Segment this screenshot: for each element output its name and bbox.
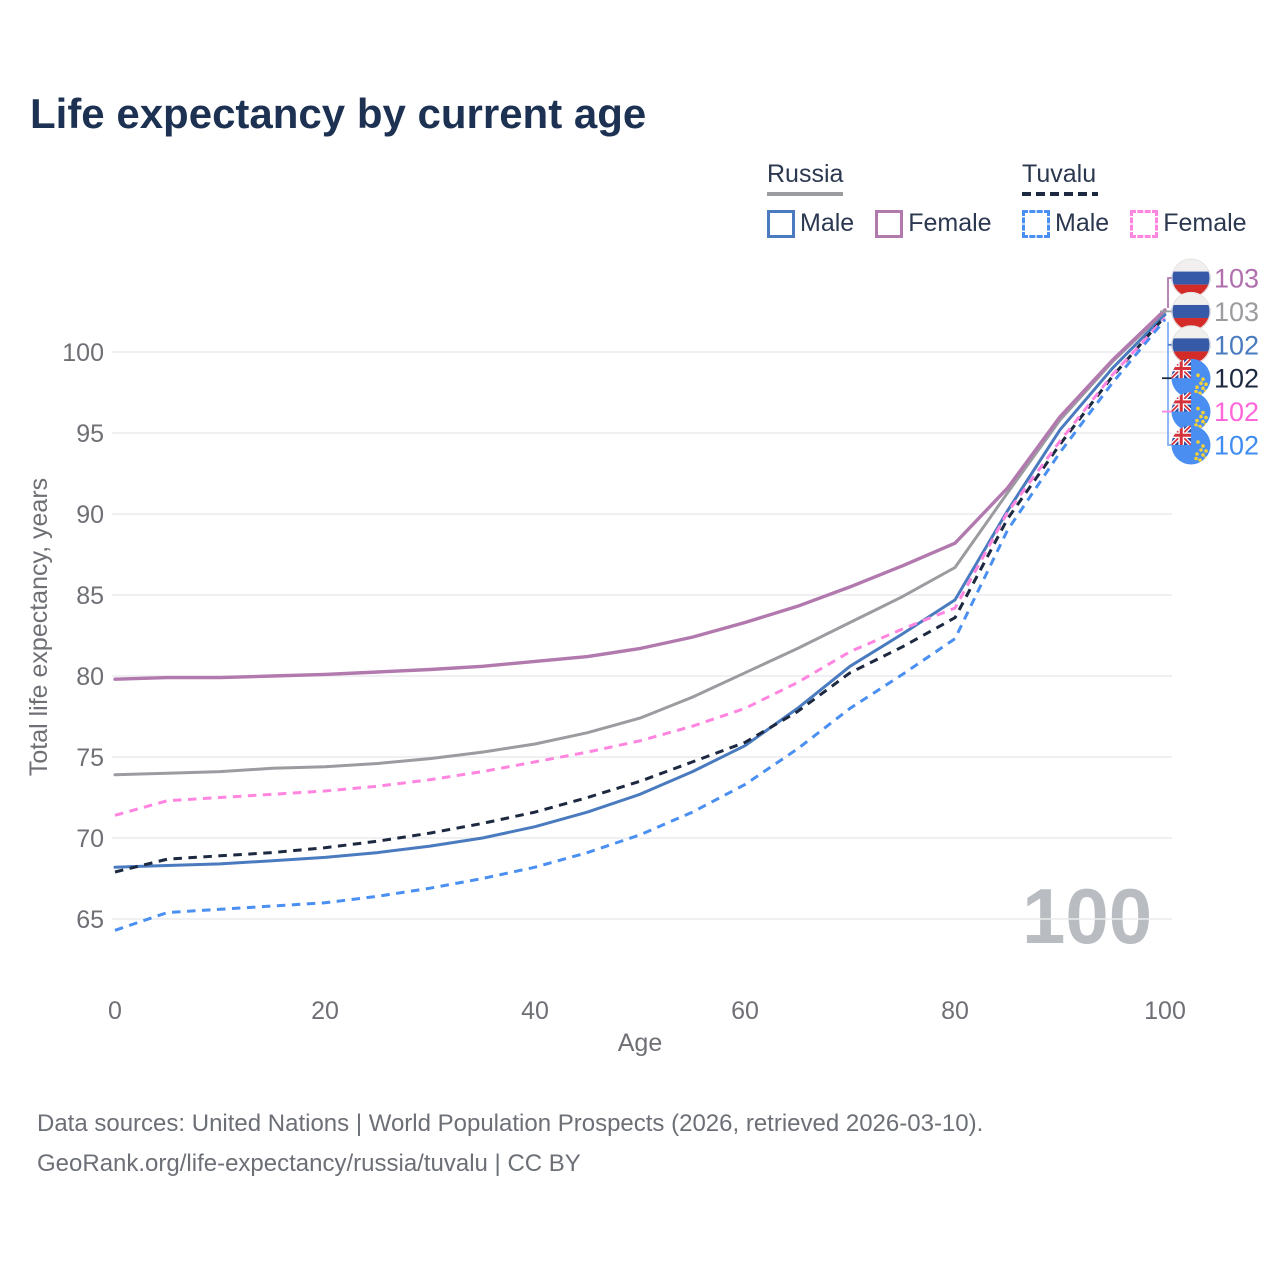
tuvalu-flag-star — [1204, 456, 1208, 460]
russia-flag-blue-band — [1171, 304, 1211, 319]
watermark-age: 100 — [1022, 872, 1152, 960]
tuvalu-flag-star — [1196, 406, 1200, 411]
legend-item-tuvalu-female[interactable]: Female — [1130, 209, 1247, 238]
legend-country-russia: Russia — [767, 160, 844, 188]
y-tick-label-90: 90 — [76, 501, 104, 529]
union-jack — [1171, 425, 1191, 445]
legend-group-tuvalu: Tuvalu Male Female — [1022, 160, 1247, 238]
legend-item-russia-female[interactable]: Female — [875, 209, 992, 238]
x-tick-label-20: 20 — [311, 997, 339, 1025]
y-axis-title: Total life expectancy, years — [25, 478, 53, 776]
flag-icon-tuvalu — [1171, 358, 1211, 398]
tuvalu-flag-star — [1204, 389, 1208, 394]
tuvalu-flag-star — [1201, 453, 1205, 457]
legend-swatch-tuvalu-female — [1130, 209, 1159, 238]
footer: Data sources: United Nations | World Pop… — [37, 1104, 983, 1184]
y-tick-label-70: 70 — [76, 825, 104, 853]
tuvalu-flag-star — [1196, 373, 1200, 378]
tuvalu-flag-star — [1199, 414, 1203, 419]
series-line-tuvalu-female[interactable] — [114, 316, 1167, 817]
tuvalu-flag-star — [1201, 377, 1205, 382]
legend-item-tuvalu-male[interactable]: Male — [1022, 209, 1109, 238]
flag-icon-russia — [1171, 258, 1211, 298]
series-line-russia-male[interactable] — [113, 313, 1167, 869]
y-tick-label-75: 75 — [76, 744, 104, 772]
legend-label-russia-male: Male — [800, 209, 855, 237]
x-tick-label-80: 80 — [941, 997, 969, 1025]
russia-flag-blue-band — [1171, 271, 1211, 285]
tuvalu-flag-star — [1201, 386, 1205, 391]
tuvalu-flag-star — [1204, 415, 1208, 420]
end-label-tuvalu-male: 102 — [1214, 431, 1259, 461]
series-line-russia-female[interactable] — [113, 308, 1167, 681]
y-tick-label-95: 95 — [76, 420, 104, 448]
tuvalu-flag-star — [1198, 458, 1202, 462]
end-label-russia: 103 — [1214, 297, 1259, 327]
y-tick-label-100: 100 — [62, 339, 104, 367]
flag-icon-tuvalu — [1171, 392, 1211, 432]
x-tick-label-40: 40 — [521, 997, 549, 1025]
flag-icon-tuvalu — [1171, 425, 1211, 465]
x-tick-label-100: 100 — [1144, 997, 1186, 1025]
tuvalu-flag-star — [1201, 410, 1205, 415]
tuvalu-flag-star — [1195, 452, 1199, 456]
flag-icon-russia — [1171, 325, 1211, 365]
tuvalu-flag-star — [1204, 422, 1208, 427]
legend-line-sample-russia — [767, 192, 843, 196]
legend-line-sample-tuvalu — [1022, 192, 1098, 196]
y-tick-label-85: 85 — [76, 582, 104, 610]
tuvalu-flag-star — [1195, 418, 1199, 423]
tuvalu-flag-star — [1204, 382, 1208, 387]
legend-swatch-russia-female — [875, 209, 904, 238]
tuvalu-flag-star — [1196, 440, 1200, 444]
union-jack — [1171, 392, 1191, 412]
tuvalu-flag-star — [1204, 449, 1208, 453]
legend-label-russia-female: Female — [908, 209, 992, 237]
end-label-tuvalu: 102 — [1214, 364, 1259, 394]
russia-flag-blue-band — [1171, 338, 1211, 352]
x-tick-label-60: 60 — [731, 997, 759, 1025]
legend-label-tuvalu-male: Male — [1055, 209, 1110, 237]
page-title: Life expectancy by current age — [30, 90, 647, 137]
x-axis-title: Age — [618, 1029, 662, 1057]
series-line-russia[interactable] — [113, 310, 1167, 777]
end-label-russia-female: 103 — [1214, 264, 1259, 294]
tuvalu-flag-star — [1199, 381, 1203, 386]
footer-data-sources: Data sources: United Nations | World Pop… — [37, 1110, 984, 1137]
legend-country-tuvalu: Tuvalu — [1022, 160, 1097, 188]
tuvalu-flag-star — [1199, 448, 1203, 452]
legend-item-russia-male[interactable]: Male — [767, 209, 854, 238]
tuvalu-flag-star — [1201, 419, 1205, 424]
end-label-tuvalu-female: 102 — [1214, 397, 1259, 427]
legend-group-russia: Russia Male Female — [767, 160, 992, 238]
series-line-tuvalu[interactable] — [114, 315, 1167, 874]
footer-attribution: GeoRank.org/life-expectancy/russia/tuval… — [37, 1150, 581, 1177]
tuvalu-flag-star — [1195, 385, 1199, 390]
flag-icon-russia — [1171, 291, 1211, 331]
union-jack — [1171, 358, 1191, 379]
y-tick-label-65: 65 — [76, 906, 104, 934]
legend-label-tuvalu-female: Female — [1163, 209, 1247, 237]
end-label-russia-male: 102 — [1214, 330, 1259, 360]
tuvalu-flag-star — [1201, 444, 1205, 448]
legend-swatch-russia-male — [767, 209, 795, 238]
legend-swatch-tuvalu-male — [1022, 209, 1050, 238]
tuvalu-flag-star — [1194, 456, 1198, 461]
y-tick-label-80: 80 — [76, 663, 104, 691]
x-tick-label-0: 0 — [108, 997, 122, 1025]
